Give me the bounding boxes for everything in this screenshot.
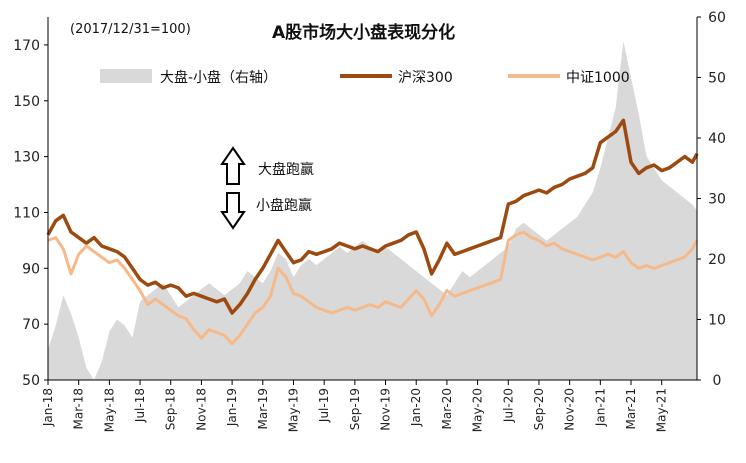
x-tick-label: Jan-18 <box>41 388 55 427</box>
right-tick-label: 50 <box>708 71 726 87</box>
chart-subtitle: (2017/12/31=100) <box>70 22 191 37</box>
tick-layer: 50 70 90 110 130 150 170 0 10 20 30 40 50 60 Jan-18 Mar… <box>13 10 726 432</box>
left-tick-label: 170 <box>13 38 40 54</box>
annotation-large-cap: 大盘跑赢 <box>220 146 314 185</box>
right-tick-label: 20 <box>708 252 726 268</box>
x-tick-label: Jul-18 <box>133 388 147 423</box>
series-area-spread <box>48 41 697 380</box>
axes-layer <box>44 16 701 385</box>
x-tick-label: Jan-19 <box>225 388 239 427</box>
line-layer <box>46 118 699 346</box>
left-tick-label: 70 <box>22 317 40 333</box>
right-tick-label: 10 <box>708 313 726 329</box>
left-tick-label: 110 <box>13 205 40 221</box>
up-arrow-icon <box>220 146 246 185</box>
series-line-csi1000 <box>47 230 699 346</box>
chart-title: A股市场大小盘表现分化 <box>272 22 455 43</box>
legend-label-hs300: 沪深300 <box>398 70 453 86</box>
x-tick-label: Jan-20 <box>409 388 423 427</box>
down-arrow-icon <box>220 192 246 230</box>
x-tick-label: Nov-18 <box>194 388 208 431</box>
x-tick-label: May-20 <box>471 388 485 432</box>
right-tick-label: 40 <box>708 131 726 147</box>
x-tick-label: Sep-18 <box>164 388 178 430</box>
x-tick-label: Nov-19 <box>379 388 393 431</box>
right-tick-label: 60 <box>708 10 726 26</box>
x-tick-label: May-19 <box>286 388 300 432</box>
x-tick-label: Mar-20 <box>440 388 454 429</box>
annotation-label-large: 大盘跑赢 <box>258 161 314 178</box>
left-tick-label: 130 <box>13 150 40 166</box>
legend-area-swatch <box>100 69 152 83</box>
x-tick-label: May-18 <box>102 388 116 432</box>
x-tick-label: Jan-21 <box>593 388 607 427</box>
legend: 大盘-小盘（右轴） 沪深300 中证1000 <box>100 69 630 86</box>
x-tick-label: Mar-18 <box>72 388 86 429</box>
annotation-small-cap: 小盘跑赢 <box>220 192 312 230</box>
x-tick-label: Nov-20 <box>563 388 577 431</box>
legend-label-spread: 大盘-小盘（右轴） <box>160 69 277 86</box>
legend-label-csi1000: 中证1000 <box>566 70 630 86</box>
right-tick-label: 30 <box>708 192 726 208</box>
x-tick-label: Sep-19 <box>348 388 362 430</box>
x-tick-label: May-21 <box>655 388 669 432</box>
x-tick-label: Jul-19 <box>317 388 331 423</box>
x-tick-label: Jul-20 <box>501 388 515 423</box>
series-line-hs300 <box>46 118 699 315</box>
left-tick-label: 90 <box>22 261 40 277</box>
area-layer <box>48 41 697 380</box>
x-tick-label: Sep-20 <box>532 388 546 430</box>
left-tick-label: 150 <box>13 94 40 110</box>
x-tick-label: Mar-21 <box>624 388 638 429</box>
annotation-label-small: 小盘跑赢 <box>256 197 312 214</box>
x-tick-label: Mar-19 <box>256 388 270 429</box>
left-tick-label: 50 <box>22 373 40 389</box>
right-tick-label: 0 <box>713 373 722 389</box>
